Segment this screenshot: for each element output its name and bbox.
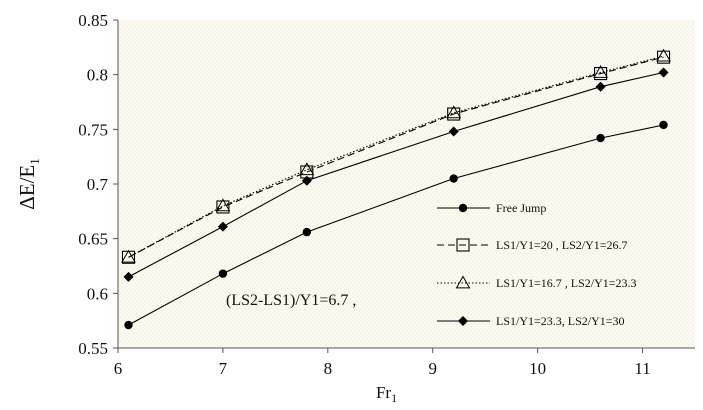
x-tick-label: 10 (529, 359, 546, 378)
data-point (218, 269, 228, 278)
data-point (448, 126, 459, 137)
y-tick-label: 0.75 (78, 120, 108, 139)
series-line (128, 55, 664, 258)
data-point (215, 198, 231, 212)
legend-item: LS1/Y1=23.3, LS2/Y1=30 (437, 314, 625, 328)
legend-swatch-marker (456, 238, 470, 252)
y-tick-label: 0.8 (87, 66, 108, 85)
legend-item: Free Jump (437, 201, 546, 215)
data-point (449, 174, 458, 183)
x-tick-label: 8 (324, 359, 333, 378)
legend-swatch-marker (455, 275, 471, 289)
series-3 (123, 67, 669, 282)
data-point (446, 105, 462, 119)
x-tick-label: 11 (634, 359, 650, 378)
y-tick-label: 0.7 (87, 175, 109, 194)
data-point (216, 200, 230, 214)
series-line (128, 71, 664, 278)
data-point (447, 107, 461, 121)
y-tick-label: 0.55 (78, 339, 108, 358)
data-point (121, 249, 136, 263)
series-0 (124, 120, 668, 330)
legend-label: LS1/Y1=20 , LS2/Y1=26.7 (496, 238, 628, 252)
data-point (594, 67, 608, 81)
data-point (658, 67, 669, 78)
data-point (593, 64, 608, 78)
series-2 (121, 48, 671, 263)
x-tick-label: 7 (219, 359, 228, 378)
data-point (302, 227, 312, 237)
data-point (595, 81, 606, 92)
x-tick-label: 9 (428, 359, 437, 378)
data-point (299, 162, 315, 176)
data-point (301, 175, 312, 186)
x-tick-label: 6 (114, 359, 123, 378)
legend-item: LS1/Y1=20 , LS2/Y1=26.7 (437, 238, 628, 252)
series-line (128, 56, 664, 258)
data-point (123, 271, 134, 282)
y-axis-title-main: ΔE/E (15, 165, 39, 210)
y-tick-label: 0.65 (78, 230, 108, 249)
plot-area (118, 20, 695, 348)
legend-label: Free Jump (496, 201, 546, 215)
y-axis-title-subscript: 1 (27, 158, 42, 165)
y-axis-title: ΔE/E1 (15, 158, 42, 210)
annotation-text: (LS2-LS1)/Y1=6.7 , (226, 292, 356, 309)
legend-label: LS1/Y1=16.7 , LS2/Y1=23.3 (496, 276, 637, 290)
y-tick-label: 0.6 (87, 284, 108, 303)
x-axis-title-main: Fr (376, 383, 391, 402)
legend-label: LS1/Y1=23.3, LS2/Y1=30 (496, 314, 625, 328)
data-point (656, 48, 671, 62)
legend-swatch-marker (458, 316, 468, 326)
data-point (124, 320, 133, 330)
legend-swatch-marker (458, 203, 468, 213)
data-point (217, 221, 228, 232)
x-axis-title-subscript: 1 (391, 391, 397, 405)
series-1 (121, 50, 671, 264)
data-point (596, 133, 605, 143)
series-line (128, 124, 664, 326)
data-point (659, 120, 668, 130)
legend-item: LS1/Y1=16.7 , LS2/Y1=23.3 (437, 275, 637, 290)
x-axis-title: Fr1 (376, 383, 397, 405)
y-tick-label: 0.85 (78, 11, 108, 30)
